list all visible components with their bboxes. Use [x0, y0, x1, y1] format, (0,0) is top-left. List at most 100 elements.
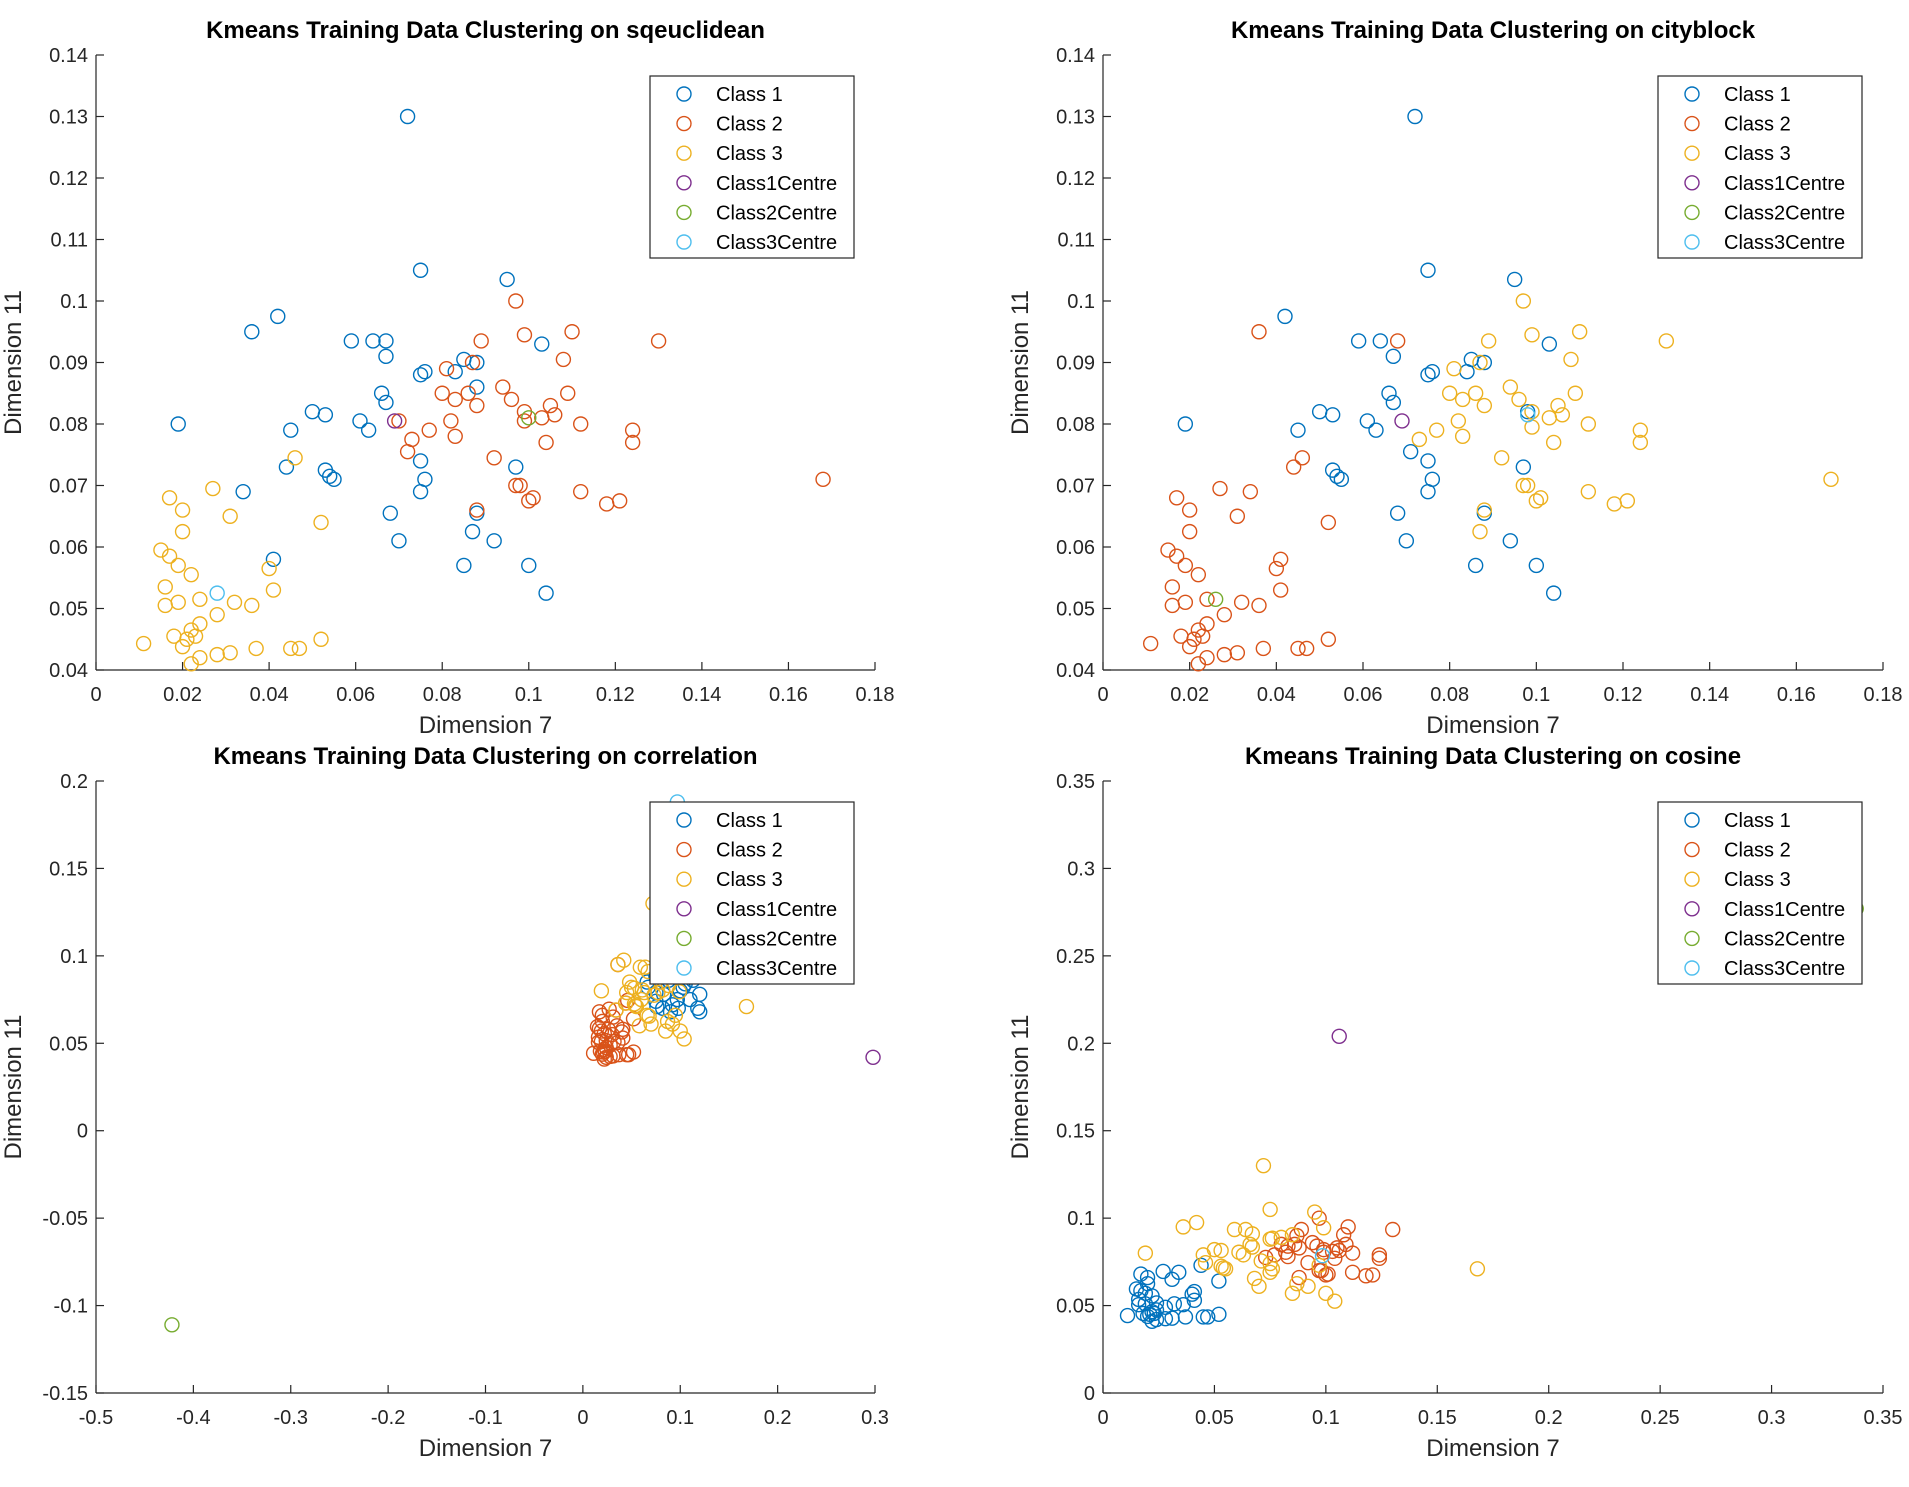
data-point — [672, 1023, 688, 1039]
data-point — [174, 638, 191, 655]
data-point — [1424, 364, 1441, 380]
data-point — [1255, 640, 1272, 657]
data-point — [1242, 483, 1259, 500]
y-tick-label: 0.09 — [1056, 353, 1095, 375]
data-point — [464, 523, 481, 540]
data-point — [270, 308, 286, 325]
x-tick-label: 0.14 — [1690, 684, 1729, 706]
data-point — [244, 324, 260, 340]
legend-marker — [676, 841, 692, 858]
legend-marker — [676, 145, 692, 161]
data-point — [1823, 471, 1839, 488]
data-point — [1563, 351, 1579, 368]
data-point — [1251, 324, 1267, 340]
data-point — [469, 354, 485, 371]
legend-label: Class 3 — [716, 869, 783, 891]
data-point — [1135, 1305, 1151, 1322]
series-class1centre — [865, 1049, 881, 1065]
data-point — [1571, 324, 1588, 340]
data-point — [1519, 477, 1536, 494]
data-point — [1333, 471, 1350, 488]
y-axis-label: Dimension 11 — [1007, 1015, 1034, 1160]
data-point — [313, 514, 329, 531]
data-point — [1389, 505, 1406, 521]
data-point — [1300, 1278, 1316, 1295]
data-point — [815, 471, 831, 488]
data-point — [447, 364, 463, 380]
data-point — [650, 333, 667, 349]
chart-panel-3: -0.5 -0.4 -0.3 -0.2 -0.1 0 0.1 0.2 0.3 -0.15 -0.1 -… — [0, 743, 889, 1462]
data-point — [1253, 1253, 1269, 1269]
data-point — [1580, 416, 1597, 432]
data-point — [473, 333, 489, 349]
data-point — [1246, 1270, 1263, 1287]
legend-marker — [1684, 175, 1700, 191]
data-point — [464, 354, 481, 371]
data-point — [1177, 557, 1194, 574]
data-point — [508, 293, 524, 309]
x-tick-label: 0.16 — [1777, 684, 1816, 706]
data-point — [1164, 579, 1181, 595]
data-point — [1420, 453, 1436, 469]
x-tick-label: -0.4 — [176, 1407, 210, 1429]
y-tick-label: 0.04 — [1056, 660, 1095, 682]
data-point — [456, 351, 472, 368]
data-point — [1171, 1264, 1187, 1281]
y-tick-label: 0.06 — [49, 537, 88, 559]
data-point — [1472, 523, 1488, 540]
data-point — [1528, 493, 1545, 509]
y-tick-label: 0.1 — [60, 291, 88, 313]
data-point — [1550, 397, 1566, 414]
data-point — [412, 483, 429, 500]
data-point — [1190, 622, 1207, 638]
data-point — [1472, 354, 1488, 371]
data-point — [1344, 1245, 1361, 1261]
legend-marker — [1684, 234, 1700, 250]
legend-marker — [1684, 145, 1700, 161]
data-point — [1541, 336, 1558, 352]
y-tick-label: 0.06 — [1056, 537, 1095, 559]
x-tick-label: 0.04 — [250, 684, 289, 706]
data-point — [525, 490, 541, 506]
series-class1centre — [1331, 1028, 1347, 1044]
data-point — [1213, 1258, 1229, 1274]
data-point — [1469, 1261, 1486, 1277]
data-point — [1284, 1285, 1301, 1302]
data-point — [209, 646, 225, 663]
data-point — [625, 1044, 642, 1060]
data-point — [412, 262, 429, 278]
data-point — [596, 1051, 612, 1067]
data-point — [1545, 434, 1562, 451]
data-point — [1186, 631, 1202, 647]
x-tick-label: 0.05 — [1195, 1407, 1234, 1429]
data-point — [1311, 1257, 1327, 1274]
y-tick-label: 0.05 — [1056, 1296, 1095, 1318]
data-point — [594, 1013, 611, 1030]
data-point — [1168, 548, 1185, 564]
data-point — [1290, 422, 1306, 438]
data-point — [486, 450, 502, 466]
legend-label: Class 2 — [1724, 114, 1791, 136]
data-point — [179, 631, 195, 647]
y-tick-label: 0.13 — [1056, 107, 1095, 129]
data-point — [1181, 502, 1198, 518]
legend-label: Class1Centre — [1724, 173, 1845, 195]
data-point — [1528, 557, 1545, 574]
legend-marker — [676, 204, 692, 221]
x-tick-label: 0 — [1097, 684, 1108, 706]
data-point — [1532, 490, 1549, 506]
data-point — [1290, 640, 1306, 657]
data-point — [1407, 108, 1423, 125]
series-class2centre — [164, 1317, 180, 1333]
data-point — [573, 416, 589, 432]
y-tick-label: 0.12 — [49, 168, 88, 190]
data-point — [1318, 1285, 1334, 1302]
x-tick-label: 0.35 — [1864, 1407, 1903, 1429]
data-point — [632, 959, 649, 975]
data-point — [1195, 1247, 1211, 1263]
data-point — [391, 533, 407, 549]
data-point — [1632, 422, 1649, 438]
data-point — [1298, 640, 1315, 657]
data-point — [1632, 434, 1649, 451]
data-point — [1358, 1268, 1374, 1284]
